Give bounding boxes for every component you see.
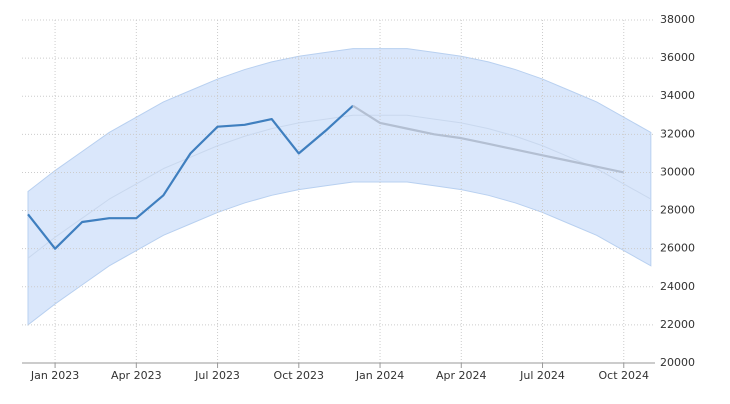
series-line — [27, 104, 354, 250]
x-tick-label: Oct 2024 — [599, 369, 650, 382]
series-line — [352, 104, 624, 174]
x-tick-label: Jan 2024 — [355, 369, 404, 382]
y-tick-label: 36000 — [660, 51, 695, 64]
y-tick-label: 20000 — [660, 356, 695, 369]
y-tick-label: 22000 — [660, 318, 695, 331]
y-tick-label: 32000 — [660, 127, 695, 140]
y-tick-label: 38000 — [660, 13, 695, 26]
y-tick-label: 26000 — [660, 242, 695, 255]
y-tick-label: 24000 — [660, 280, 695, 293]
forecast-band — [27, 48, 652, 326]
y-tick-label: 30000 — [660, 165, 695, 178]
x-tick-label: Apr 2023 — [111, 369, 162, 382]
x-tick-label: Apr 2024 — [436, 369, 487, 382]
x-tick-label: Oct 2023 — [274, 369, 325, 382]
x-tick-label: Jan 2023 — [30, 369, 79, 382]
x-tick-label: Jul 2024 — [519, 369, 565, 382]
x-tick-label: Jul 2023 — [194, 369, 240, 382]
y-tick-label: 34000 — [660, 89, 695, 102]
y-tick-label: 28000 — [660, 204, 695, 217]
